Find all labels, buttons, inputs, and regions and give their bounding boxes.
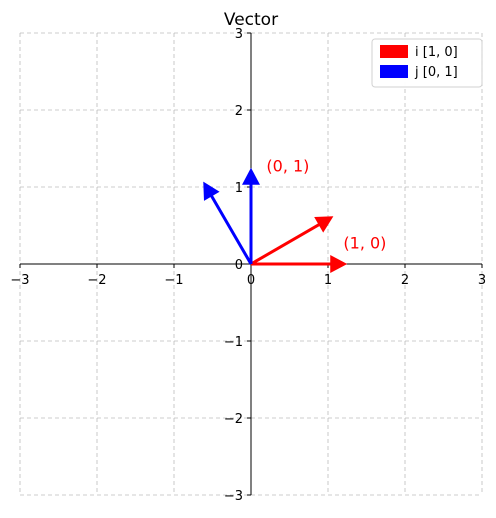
y-tick-label: 0 xyxy=(235,258,243,273)
vector-head xyxy=(330,255,348,273)
legend: i [1, 0] j [0, 1] xyxy=(371,38,483,88)
vector-head xyxy=(242,167,260,185)
y-tick-label: −2 xyxy=(224,412,243,427)
x-tick-label: −2 xyxy=(87,273,106,288)
y-tick-label: −1 xyxy=(224,335,243,350)
y-tick-label: 2 xyxy=(235,104,243,119)
tick-labels: −3 −2 −1 0 1 2 3 −3 −2 −1 0 1 2 3 xyxy=(10,27,486,504)
y-tick-label: 3 xyxy=(235,27,243,42)
x-tick-label: 1 xyxy=(324,273,332,288)
x-tick-label: −3 xyxy=(10,273,29,288)
legend-label: j [0, 1] xyxy=(414,65,458,80)
chart-title: Vector xyxy=(224,10,278,30)
y-tick-label: −3 xyxy=(224,489,243,504)
vector-annotation: (1, 0) xyxy=(343,234,386,253)
vector-shaft xyxy=(250,222,321,266)
x-tick-label: 2 xyxy=(401,273,409,288)
vectors xyxy=(203,167,348,273)
x-tick-label: −1 xyxy=(164,273,183,288)
x-tick-label: 3 xyxy=(478,273,486,288)
annotations: (1, 0) (0, 1) xyxy=(266,157,386,253)
vector-annotation: (0, 1) xyxy=(266,157,309,176)
vector-head xyxy=(203,181,220,201)
legend-label: i [1, 0] xyxy=(415,45,458,60)
legend-swatch xyxy=(380,65,408,78)
x-tick-label: 0 xyxy=(247,273,255,288)
vector-head xyxy=(314,216,334,233)
vector-shaft xyxy=(209,194,253,265)
legend-swatch xyxy=(380,45,408,58)
y-tick-label: 1 xyxy=(235,181,243,196)
